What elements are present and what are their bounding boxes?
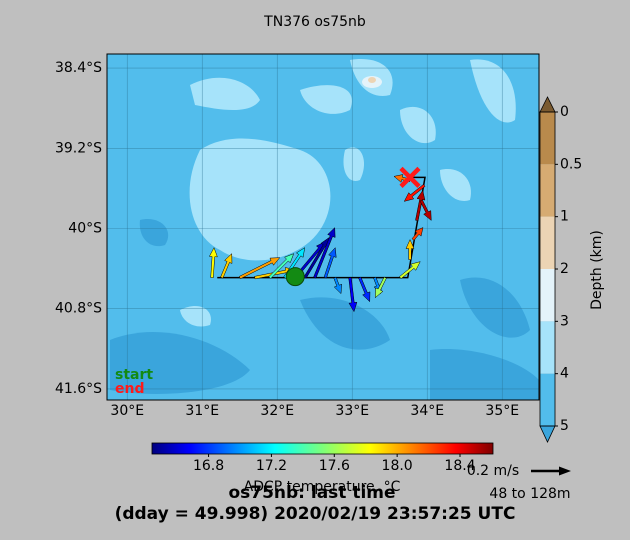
- lat-tick-label: 40°S: [68, 221, 102, 237]
- lon-tick-label: 34°E: [410, 403, 444, 419]
- depth-band: [540, 269, 555, 322]
- current-vector: [374, 276, 387, 299]
- depth-tick-label: 5: [560, 418, 569, 434]
- depth-tick-label: 4: [560, 366, 569, 382]
- temp-tick-label: 18.4: [444, 458, 475, 474]
- lon-tick-label: 32°E: [260, 403, 294, 419]
- lat-tick-label: 38.4°S: [55, 60, 102, 76]
- depth-tick-label: 3: [560, 313, 569, 329]
- depth-band: [540, 112, 555, 165]
- current-vector: [399, 261, 421, 280]
- start-marker: [285, 267, 305, 287]
- temp-tick-label: 17.6: [319, 458, 350, 474]
- depth-band: [540, 164, 555, 217]
- current-vector: [220, 253, 233, 279]
- depth-band: [540, 216, 555, 269]
- depth-band: [540, 321, 555, 374]
- footer-line1: os75nb: last time: [228, 483, 395, 503]
- temp-tick-label: 16.8: [193, 458, 224, 474]
- start-label: start: [115, 367, 153, 383]
- temp-colorbar-label: ADCP temperature, °C: [244, 479, 401, 495]
- current-vector: [348, 277, 358, 313]
- end-label: end: [115, 381, 144, 397]
- temp-colorbar: [151, 442, 494, 455]
- graticule: [107, 54, 539, 400]
- scale-label: 0.2 m/s: [467, 463, 519, 479]
- depth-band: [540, 373, 555, 426]
- current-vector: [358, 276, 371, 303]
- depth-range: 48 to 128m: [489, 486, 570, 502]
- lon-tick-label: 33°E: [335, 403, 369, 419]
- ship-track: [217, 176, 426, 279]
- overlay: [209, 166, 432, 313]
- lat-tick-label: 39.2°S: [55, 140, 102, 156]
- current-vector: [209, 247, 218, 278]
- lat-tick-label: 40.8°S: [55, 301, 102, 317]
- end-marker: [399, 166, 421, 188]
- lon-tick-label: 30°E: [110, 403, 144, 419]
- bathymetry: [107, 54, 539, 400]
- current-vector: [411, 227, 424, 241]
- depth-tick-label: 2: [560, 261, 569, 277]
- footer-line2: (dday = 49.998) 2020/02/19 23:57:25 UTC: [115, 504, 516, 524]
- current-vector: [415, 189, 426, 222]
- depth-tick-label: 1: [560, 209, 569, 225]
- temp-tick-label: 18.0: [382, 458, 413, 474]
- current-vector: [403, 184, 426, 202]
- current-vector: [419, 199, 432, 221]
- current-vector: [268, 253, 295, 279]
- lat-tick-label: 41.6°S: [55, 381, 102, 397]
- lon-tick-label: 35°E: [485, 403, 519, 419]
- current-vector: [333, 276, 343, 295]
- depth-extend-bottom: [539, 425, 556, 443]
- depth-extend-top: [539, 96, 556, 113]
- current-vector: [313, 227, 336, 279]
- current-vector: [405, 238, 415, 260]
- depth-tick-label: 0.5: [560, 156, 582, 172]
- current-vector: [323, 247, 337, 279]
- temp-tick-label: 17.2: [256, 458, 287, 474]
- scale-arrow: [531, 466, 571, 476]
- current-vector: [238, 257, 281, 280]
- depth-tick-label: 0: [560, 104, 569, 120]
- depth-colorbar-label: Depth (km): [589, 230, 605, 310]
- title: TN376 os75nb: [263, 14, 366, 30]
- lon-tick-label: 31°E: [185, 403, 219, 419]
- map-frame: [106, 53, 540, 401]
